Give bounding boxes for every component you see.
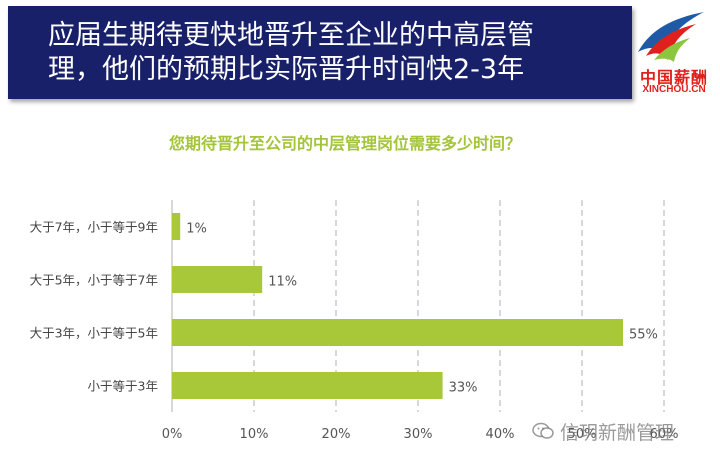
headline-line-2: 理，他们的预期比实际晋升时间快2-3年 bbox=[48, 54, 525, 85]
bar bbox=[172, 372, 443, 399]
data-label: 33% bbox=[449, 381, 478, 396]
watermark: 信玥新酬管理 bbox=[532, 418, 674, 445]
bar bbox=[172, 213, 181, 240]
watermark-text: 信玥新酬管理 bbox=[560, 422, 675, 444]
data-label: 55% bbox=[629, 328, 658, 343]
x-tick-label: 50% bbox=[568, 427, 597, 442]
header-banner: 应届生期待更快地晋升至企业的中高层管 理，他们的预期比实际晋升时间快2-3年 bbox=[8, 6, 632, 99]
category-label: 大于7年，小于等于9年 bbox=[30, 220, 158, 235]
logo-swoosh-icon bbox=[638, 12, 704, 62]
logo-text-cn: 中国薪酬 bbox=[639, 68, 708, 87]
x-tick-label: 60% bbox=[650, 427, 679, 442]
category-label: 大于5年，小于等于7年 bbox=[30, 273, 158, 288]
bar bbox=[172, 266, 263, 293]
x-tick-label: 0% bbox=[162, 427, 183, 442]
wechat-icon bbox=[532, 422, 554, 445]
category-label: 小于等于3年 bbox=[88, 379, 158, 394]
chart-title: 您期待晋升至公司的中层管理岗位需要多少时间？ bbox=[168, 134, 521, 153]
bar bbox=[172, 319, 623, 346]
x-tick-label: 30% bbox=[404, 427, 433, 442]
category-label: 大于3年，小于等于5年 bbox=[30, 326, 158, 341]
x-tick-label: 40% bbox=[486, 427, 515, 442]
headline-line-1: 应届生期待更快地晋升至企业的中高层管 bbox=[48, 20, 534, 51]
data-label: 11% bbox=[268, 275, 297, 290]
logo-text-en: XINCHOU.CN bbox=[642, 84, 706, 95]
data-label: 1% bbox=[186, 222, 207, 237]
x-tick-label: 10% bbox=[240, 427, 269, 442]
x-tick-label: 20% bbox=[322, 427, 351, 442]
logo: 中国薪酬 XINCHOU.CN bbox=[632, 8, 716, 100]
